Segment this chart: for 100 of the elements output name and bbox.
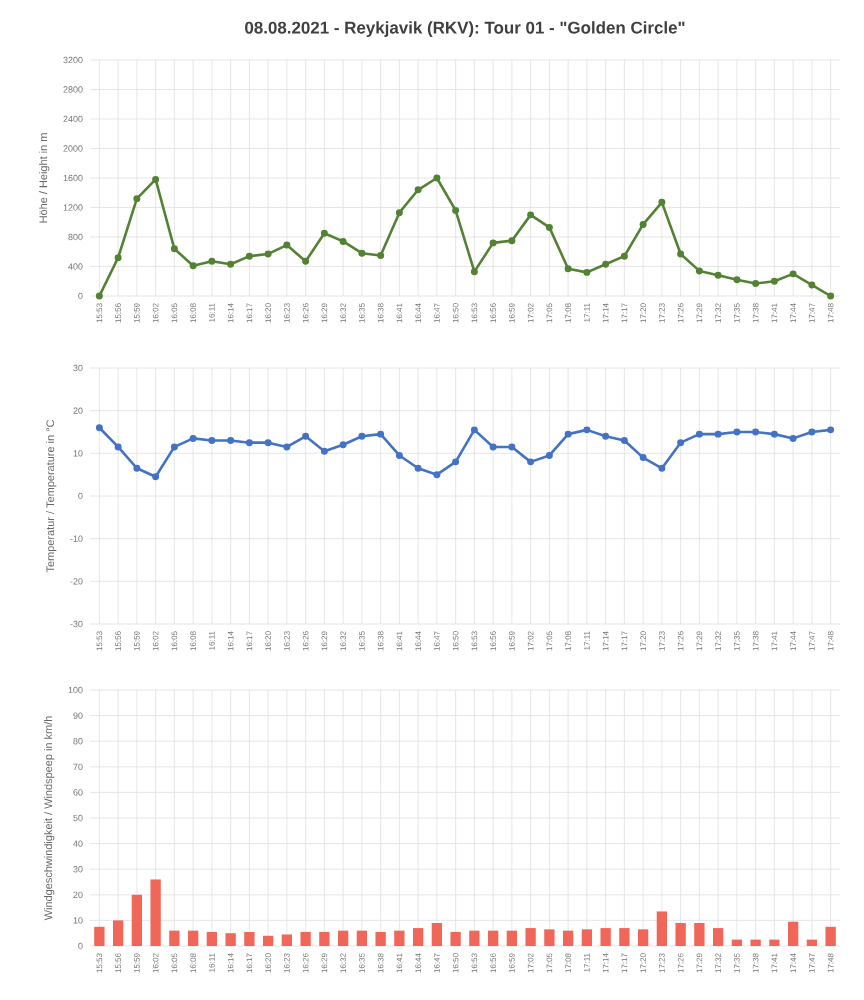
point bbox=[433, 471, 441, 479]
bar bbox=[544, 929, 555, 946]
bar bbox=[412, 928, 424, 946]
point bbox=[527, 211, 535, 219]
point bbox=[227, 260, 235, 268]
point bbox=[564, 430, 572, 438]
point bbox=[358, 432, 366, 440]
point bbox=[602, 260, 610, 268]
point bbox=[320, 229, 328, 237]
bar bbox=[581, 929, 593, 946]
bar bbox=[525, 928, 536, 946]
point bbox=[377, 251, 385, 259]
point bbox=[377, 430, 385, 438]
point bbox=[264, 439, 272, 447]
bar bbox=[187, 930, 199, 946]
point bbox=[302, 257, 310, 265]
point bbox=[677, 439, 685, 447]
bar bbox=[319, 931, 330, 946]
point bbox=[733, 276, 741, 284]
point bbox=[545, 223, 553, 231]
bar bbox=[637, 929, 649, 946]
point bbox=[508, 443, 516, 451]
point bbox=[583, 426, 591, 434]
point bbox=[714, 430, 722, 438]
bar bbox=[694, 922, 705, 946]
bar bbox=[750, 939, 761, 946]
point bbox=[320, 447, 328, 455]
bar bbox=[94, 926, 105, 946]
point bbox=[133, 195, 141, 203]
point bbox=[752, 428, 760, 436]
point bbox=[414, 464, 422, 472]
point bbox=[414, 186, 422, 194]
point bbox=[339, 237, 347, 245]
bar bbox=[769, 939, 780, 946]
point bbox=[808, 428, 816, 436]
bar bbox=[356, 930, 368, 946]
point bbox=[245, 439, 253, 447]
bar bbox=[131, 894, 143, 946]
point bbox=[133, 464, 141, 472]
point bbox=[152, 473, 160, 481]
point bbox=[95, 424, 103, 432]
bar bbox=[675, 922, 686, 946]
point bbox=[264, 250, 272, 258]
bar bbox=[562, 930, 574, 946]
point bbox=[827, 292, 835, 300]
bar bbox=[731, 939, 743, 946]
point bbox=[789, 434, 797, 442]
point bbox=[470, 268, 478, 276]
bar bbox=[206, 931, 218, 946]
point bbox=[714, 271, 722, 279]
bar bbox=[394, 930, 405, 946]
bar bbox=[619, 928, 630, 946]
point bbox=[733, 428, 741, 436]
point bbox=[752, 279, 760, 287]
point bbox=[245, 252, 253, 260]
point bbox=[489, 443, 497, 451]
point bbox=[339, 441, 347, 449]
point bbox=[620, 252, 628, 260]
point bbox=[770, 430, 778, 438]
bar bbox=[806, 939, 818, 946]
point bbox=[452, 206, 460, 214]
chart-title: 08.08.2021 - Reykjavik (RKV): Tour 01 - "Golden Circle" bbox=[245, 21, 685, 37]
bar bbox=[712, 928, 724, 946]
bar bbox=[375, 931, 386, 946]
point bbox=[433, 174, 441, 182]
point bbox=[395, 451, 403, 459]
point bbox=[170, 245, 178, 253]
point bbox=[620, 437, 628, 445]
point bbox=[208, 437, 216, 445]
bar bbox=[300, 931, 311, 946]
point bbox=[808, 281, 816, 289]
point bbox=[545, 451, 553, 459]
point bbox=[658, 464, 666, 472]
point bbox=[283, 443, 291, 451]
bar bbox=[112, 920, 124, 946]
point bbox=[208, 257, 216, 265]
point bbox=[189, 434, 197, 442]
bar bbox=[244, 931, 255, 946]
point bbox=[302, 432, 310, 440]
point bbox=[527, 458, 535, 466]
bar bbox=[487, 930, 499, 946]
point bbox=[639, 454, 647, 462]
point bbox=[564, 265, 572, 273]
point bbox=[470, 426, 478, 434]
point bbox=[789, 270, 797, 278]
point bbox=[227, 437, 235, 445]
bar bbox=[337, 930, 349, 946]
point bbox=[170, 443, 178, 451]
bar bbox=[469, 930, 480, 946]
point bbox=[695, 267, 703, 275]
point bbox=[695, 430, 703, 438]
bar bbox=[262, 935, 274, 946]
point bbox=[395, 209, 403, 217]
point bbox=[770, 277, 778, 285]
point bbox=[658, 198, 666, 206]
point bbox=[95, 292, 103, 300]
point bbox=[583, 268, 591, 276]
point bbox=[114, 443, 122, 451]
point bbox=[452, 458, 460, 466]
bar bbox=[150, 879, 161, 946]
